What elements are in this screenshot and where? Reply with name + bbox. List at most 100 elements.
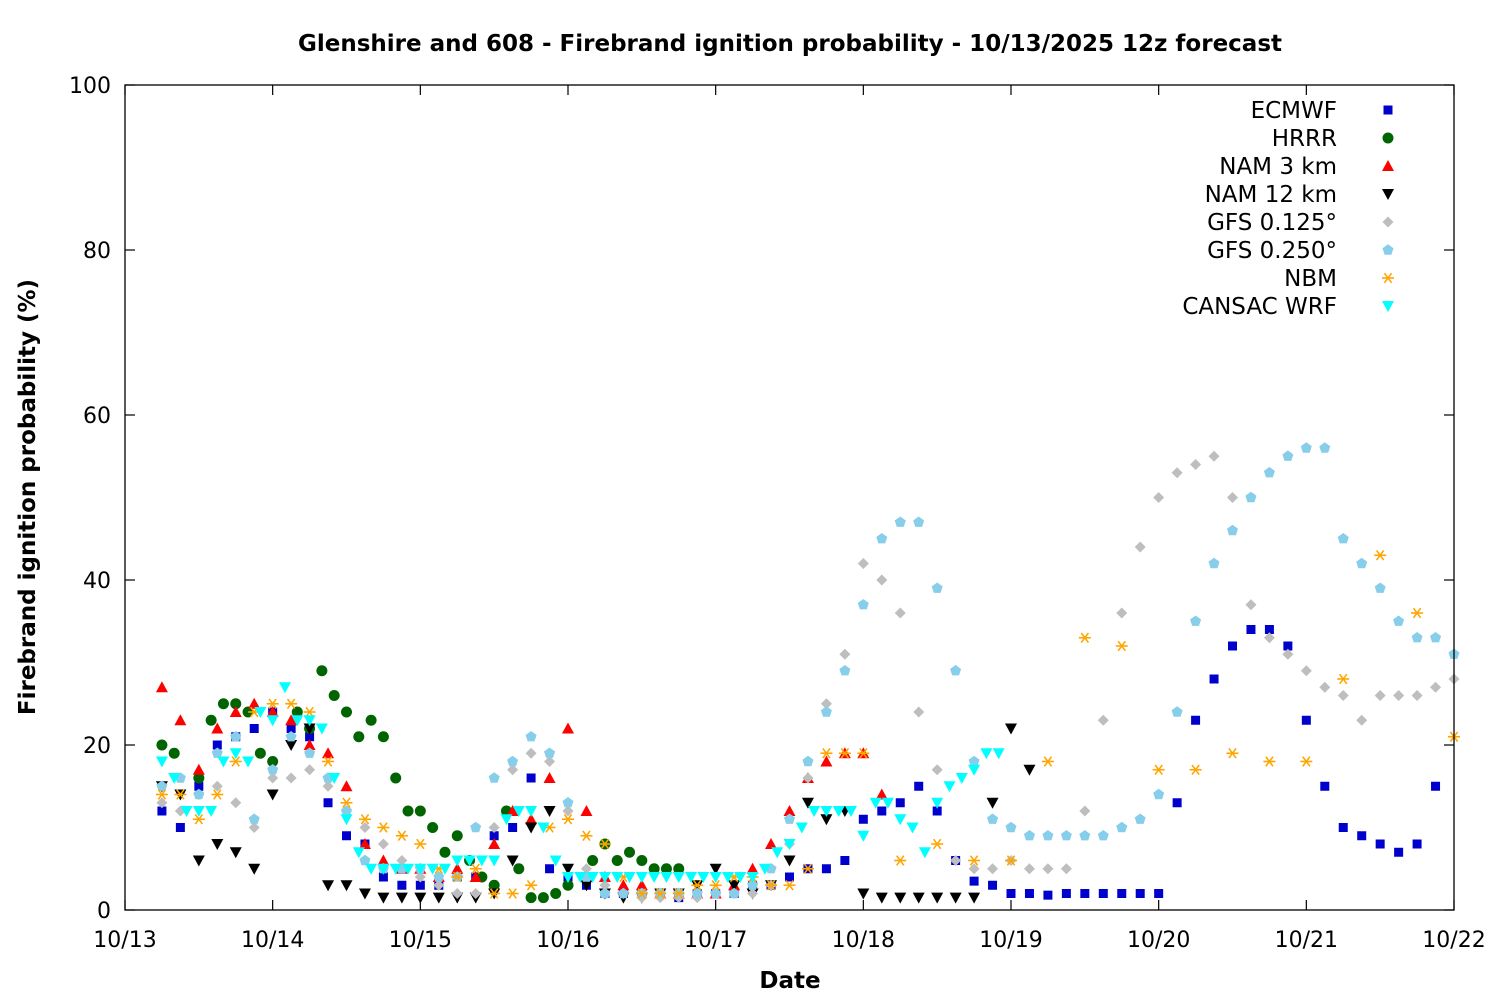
data-point <box>414 838 427 850</box>
data-point <box>211 780 223 792</box>
data-point <box>285 731 297 742</box>
data-point <box>249 724 259 733</box>
data-point <box>242 756 255 768</box>
data-point <box>876 574 888 586</box>
data-point <box>950 855 962 866</box>
data-point <box>709 879 722 891</box>
data-point <box>765 879 778 891</box>
data-point <box>598 872 611 883</box>
data-point <box>192 763 205 775</box>
data-point <box>230 731 242 742</box>
data-point <box>1394 847 1404 857</box>
data-point <box>469 863 482 875</box>
data-point <box>322 780 334 792</box>
data-point <box>463 855 476 867</box>
y-tick-label: 80 <box>83 239 111 264</box>
data-point <box>635 879 648 891</box>
data-point <box>303 739 316 750</box>
data-point <box>526 773 536 783</box>
data-point <box>414 805 426 817</box>
data-point <box>795 822 808 834</box>
data-point <box>1042 830 1054 841</box>
y-tick-label: 60 <box>83 404 111 429</box>
data-point <box>1337 673 1350 685</box>
data-point <box>390 772 402 784</box>
data-point <box>1023 863 1035 875</box>
data-point <box>857 747 870 759</box>
data-point <box>451 862 464 874</box>
data-point <box>193 788 205 800</box>
data-point <box>894 516 906 527</box>
data-point <box>266 706 279 717</box>
data-point <box>248 822 260 833</box>
data-point <box>839 648 851 660</box>
data-point <box>192 855 205 867</box>
data-point <box>316 665 328 677</box>
data-point <box>968 863 980 875</box>
data-point <box>1431 781 1441 791</box>
data-point <box>820 698 832 710</box>
data-point <box>1411 607 1424 619</box>
data-point <box>839 665 851 676</box>
data-point <box>340 880 353 892</box>
data-point <box>1264 625 1274 634</box>
data-point <box>433 879 445 891</box>
data-point <box>1245 491 1257 503</box>
data-point <box>341 706 352 718</box>
data-point <box>672 872 685 883</box>
data-point <box>254 747 266 759</box>
data-point <box>968 755 980 767</box>
data-point <box>365 714 377 726</box>
data-point <box>285 714 298 726</box>
data-point <box>426 863 439 875</box>
x-tick-label: 10/21 <box>1275 928 1338 953</box>
y-tick-label: 0 <box>97 899 111 924</box>
data-point <box>1282 450 1294 461</box>
data-point <box>377 838 389 850</box>
data-points <box>155 442 1460 904</box>
data-point <box>156 739 168 751</box>
data-point <box>549 855 562 867</box>
data-point <box>322 756 335 767</box>
legend-marker <box>1382 132 1394 144</box>
data-point <box>242 706 254 718</box>
data-point <box>544 756 556 767</box>
data-point <box>1153 788 1165 800</box>
data-point <box>304 747 316 758</box>
data-point <box>1319 681 1331 693</box>
data-point <box>906 822 919 834</box>
data-point <box>1374 582 1386 593</box>
data-point <box>734 872 747 883</box>
data-point <box>322 747 335 759</box>
data-point <box>895 798 905 808</box>
data-point <box>488 822 500 833</box>
data-point <box>303 706 316 718</box>
data-point <box>845 806 858 817</box>
data-point <box>746 862 759 874</box>
data-point <box>1283 641 1293 651</box>
data-point <box>438 863 451 875</box>
legend-label: NAM 12 km <box>1205 182 1337 208</box>
data-point <box>709 872 722 883</box>
data-point <box>1080 889 1090 898</box>
data-point <box>955 773 968 784</box>
data-point <box>654 888 667 899</box>
data-point <box>875 788 888 800</box>
data-point <box>500 814 513 826</box>
data-point <box>414 863 427 875</box>
data-point <box>266 789 279 801</box>
y-tick-labels: 0 20 40 60 80 100 <box>69 74 111 924</box>
data-point <box>617 887 629 899</box>
x-tick-label: 10/19 <box>979 928 1042 953</box>
x-tick-label: 10/22 <box>1422 928 1485 953</box>
data-point <box>328 690 340 701</box>
data-point <box>291 715 304 727</box>
data-point <box>359 822 371 833</box>
legend-marker <box>1382 216 1394 228</box>
data-point <box>857 830 870 842</box>
data-point <box>986 797 999 809</box>
data-point <box>821 864 831 874</box>
data-point <box>660 863 672 875</box>
data-point <box>1263 632 1275 644</box>
